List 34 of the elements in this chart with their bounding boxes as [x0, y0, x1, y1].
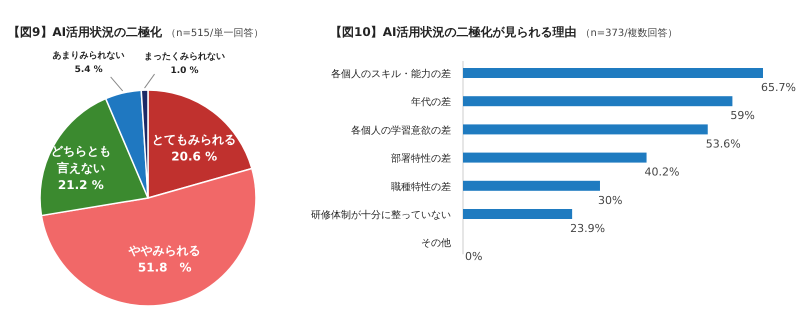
- data-label: 40.2%: [644, 166, 680, 179]
- y-tick-label: 職種特性の差: [391, 180, 451, 193]
- data-label: 5.4 %: [74, 64, 103, 75]
- data-label: 65.7%: [761, 81, 796, 94]
- data-label: 53.6%: [706, 137, 741, 150]
- bar: [463, 180, 600, 191]
- data-label: 0%: [465, 250, 482, 264]
- y-tick-label: 年代の差: [411, 96, 451, 108]
- data-label: 20.6 %: [171, 150, 218, 164]
- data-label: 1.0 %: [170, 66, 199, 76]
- y-tick-label: その他: [421, 237, 451, 250]
- slice-label: ややみられる: [128, 244, 201, 258]
- y-tick-label: 研修体制が十分に整っていない: [311, 209, 451, 221]
- bar: [463, 68, 763, 78]
- slice-label: どちらとも言えない: [50, 144, 111, 175]
- slice-label: まったくみられない: [144, 52, 226, 62]
- data-label: 23.9%: [570, 222, 606, 235]
- data-label: 30%: [598, 194, 622, 207]
- data-label: 51.8 %: [138, 260, 192, 275]
- y-tick-label: 各個人の学習意欲の差: [351, 124, 451, 136]
- chart-subtitle: （n=373/複数回答）: [580, 27, 678, 39]
- slice-label: とてもみられる: [152, 132, 236, 147]
- slice-label: あまりみられない: [52, 50, 125, 61]
- chart-title: 【図9】AI活用状況の二極化: [8, 25, 162, 39]
- y-tick-label: 部署特性の差: [391, 152, 451, 165]
- bar: [463, 124, 708, 134]
- bar: [463, 152, 647, 163]
- bar: [463, 96, 732, 106]
- bar: [463, 209, 572, 219]
- chart-subtitle: （n=515/単一回答）: [166, 27, 264, 39]
- y-tick-label: 各個人のスキル・能力の差: [331, 68, 451, 80]
- data-label: 59%: [730, 109, 755, 122]
- data-label: 21.2 %: [58, 178, 104, 192]
- chart-title: 【図10】AI活用状況の二極化が見られる理由: [330, 25, 576, 39]
